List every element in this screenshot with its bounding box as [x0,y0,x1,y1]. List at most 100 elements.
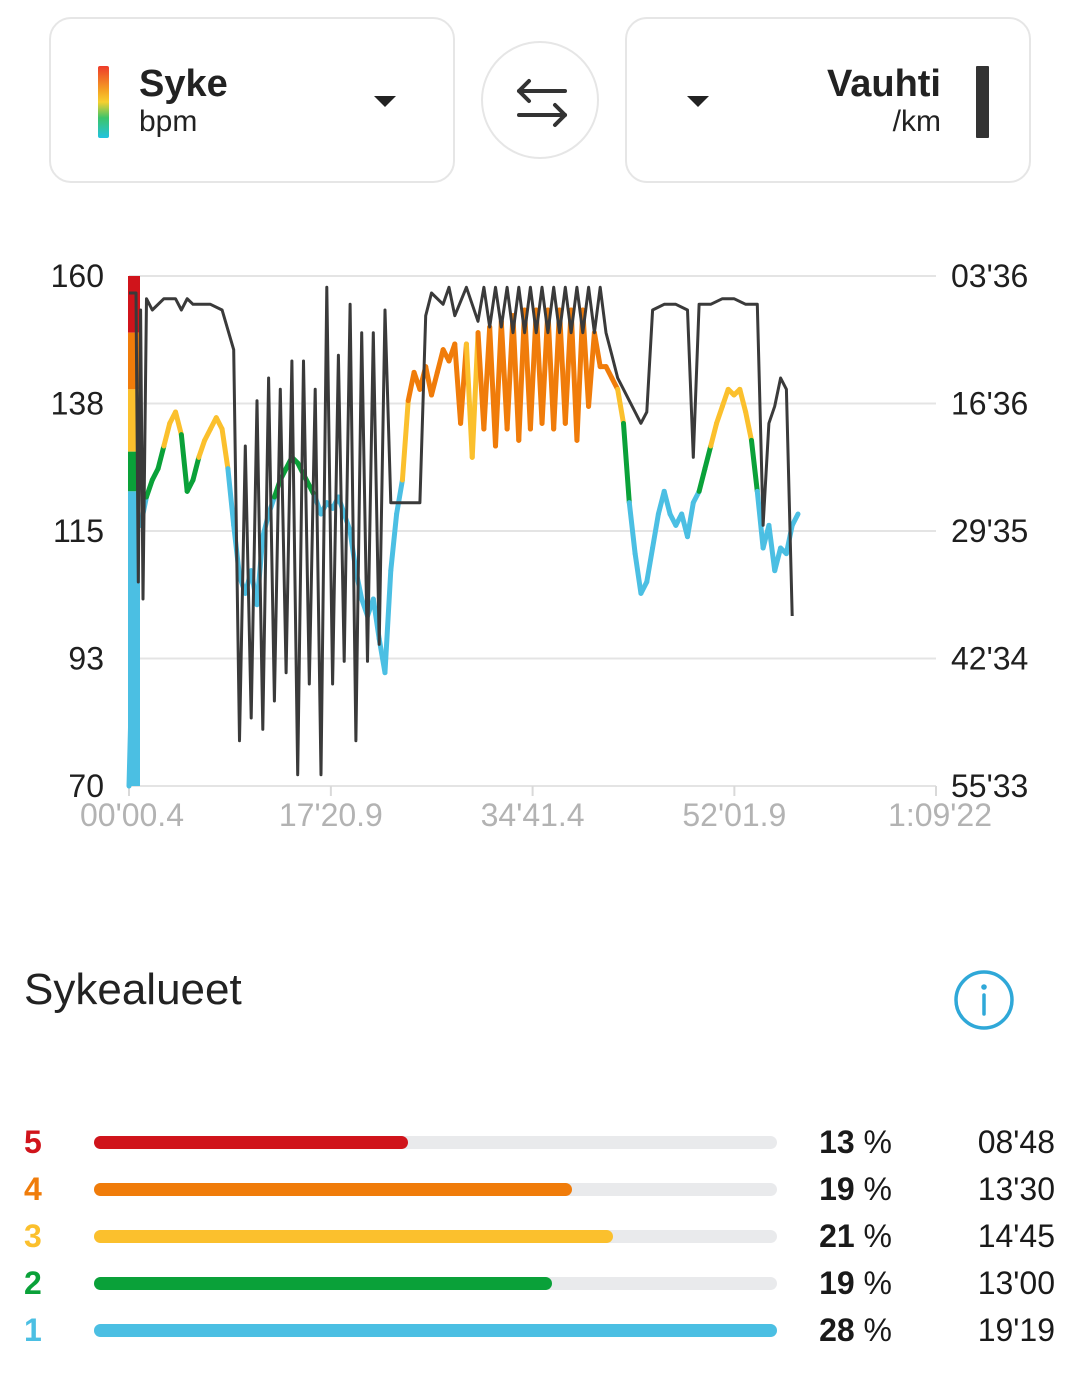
zone-time: 14'45 [977,1218,1055,1254]
zone-strip [128,276,140,333]
heart-rate-gradient-legend [98,66,109,138]
heart-rate-segment [743,409,754,443]
heart-rate-series [126,276,801,789]
heart-rate-segment [661,488,673,517]
zone-percent: 28 % [819,1312,892,1348]
right-axis-tick-label: 16'36 [951,386,1028,422]
info-icon [954,970,1014,1030]
right-axis-labels: 03'36 16'36 29'35 42'34 55'33 [951,258,1028,804]
heart-rate-segment [225,466,237,528]
secondary-metric-selector[interactable]: Vauhti /km [625,17,1031,183]
right-axis-tick-label: 29'35 [951,513,1028,549]
heart-rate-segment [696,466,708,494]
x-axis-tick-label: 1:09'22 [888,797,992,833]
heart-rate-segment [632,551,644,596]
left-axis-tick-label: 138 [51,386,104,422]
zone-percent: 13 % [819,1124,892,1160]
heart-rate-segment [615,386,626,426]
heart-rate-segment [789,511,801,528]
heart-rate-segment [143,477,155,500]
pace-line-legend [976,66,989,138]
zone-bar-fill [94,1183,573,1196]
right-axis-tick-label: 03'36 [951,258,1028,294]
primary-metric-selector[interactable]: Syke bpm [49,17,455,183]
heart-rate-segment [429,369,440,398]
left-axis-tick-label: 70 [68,768,104,804]
heart-rate-segment [737,386,749,415]
left-axis-tick-label: 160 [51,258,104,294]
zone-time: 13'00 [977,1265,1055,1301]
heart-rate-segment [434,347,446,375]
heart-rate-segment [620,420,632,506]
zone-bar-track [94,1230,777,1243]
zone-row: 5 13 % 08'48 [0,1122,1079,1162]
left-axis-tick-label: 115 [53,513,104,549]
x-axis-tick-label: 00'00.4 [80,797,184,833]
heart-rate-segment [772,545,784,574]
secondary-metric-unit: /km [892,105,941,138]
heart-rate-segment [190,454,202,483]
x-axis-tick-label: 52'01.9 [682,797,786,833]
heart-rate-segment [399,398,411,483]
pace-series [129,285,794,777]
heart-rate-segment [591,330,603,370]
zone-number: 3 [24,1218,42,1254]
zone-bar-track [94,1324,777,1337]
heart-rate-segment [702,443,714,472]
swap-metrics-button[interactable] [481,41,599,159]
right-axis-tick-label: 42'34 [951,641,1028,677]
heart-rate-segment [766,522,778,574]
heart-rate-segment [714,403,725,426]
pace-line-path [129,285,794,777]
zone-number: 1 [24,1312,42,1348]
chevron-down-icon [687,96,709,107]
heart-rate-segment [708,420,720,449]
heart-rate-segment [684,500,696,540]
heart-rate-segment [626,500,638,557]
chevron-down-icon [374,96,396,107]
heart-rate-segment [650,511,661,551]
zone-row: 3 21 % 14'45 [0,1216,1079,1256]
secondary-metric-title: Vauhti [826,63,941,105]
section-title: Sykealueet [24,965,242,1014]
zone-bar-fill [94,1136,409,1149]
x-axis-labels: 00'00.4 17'20.9 34'41.4 52'01.9 1:09'22 [80,797,992,833]
primary-metric-title: Syke [139,63,228,105]
zone-time: 19'19 [977,1312,1055,1348]
zone-number: 2 [24,1265,42,1301]
primary-metric-unit: bpm [139,105,198,138]
heart-rate-segment [173,409,184,438]
heart-rate-segment [196,437,208,460]
left-axis-labels: 160 138 115 93 70 [51,258,104,804]
info-button[interactable] [953,969,1015,1031]
heart-rate-segment [178,432,190,494]
zone-bar-fill [94,1324,777,1337]
swap-arrows-icon [517,79,567,127]
zone-percent: 19 % [819,1171,892,1207]
zone-row: 4 19 % 13'30 [0,1169,1079,1209]
heart-rate-segment [644,545,656,585]
zone-percent: 21 % [819,1218,892,1254]
zone-number: 4 [24,1171,42,1207]
zone-bar-fill [94,1230,614,1243]
zone-bar-track [94,1136,777,1149]
zone-bar-track [94,1277,777,1290]
heart-rate-segment [161,420,173,449]
zone-row: 2 19 % 13'00 [0,1263,1079,1303]
heart-rate-segment [382,568,394,676]
x-axis-tick-label: 34'41.4 [481,797,585,833]
zone-row: 1 28 % 19'19 [0,1310,1079,1350]
x-axis-tick-label: 17'20.9 [279,797,383,833]
left-axis-tick-label: 93 [68,641,104,677]
heart-rate-segment [394,477,405,517]
right-axis-tick-label: 55'33 [951,768,1028,804]
zone-percent: 19 % [819,1265,892,1301]
heart-rate-segment [719,386,731,409]
zone-strip [128,332,140,390]
heart-rate-segment [219,426,231,472]
zone-number: 5 [24,1124,42,1160]
heart-rate-segment [754,488,766,551]
heart-rate-segment [748,437,760,494]
zone-bar-track [94,1183,777,1196]
